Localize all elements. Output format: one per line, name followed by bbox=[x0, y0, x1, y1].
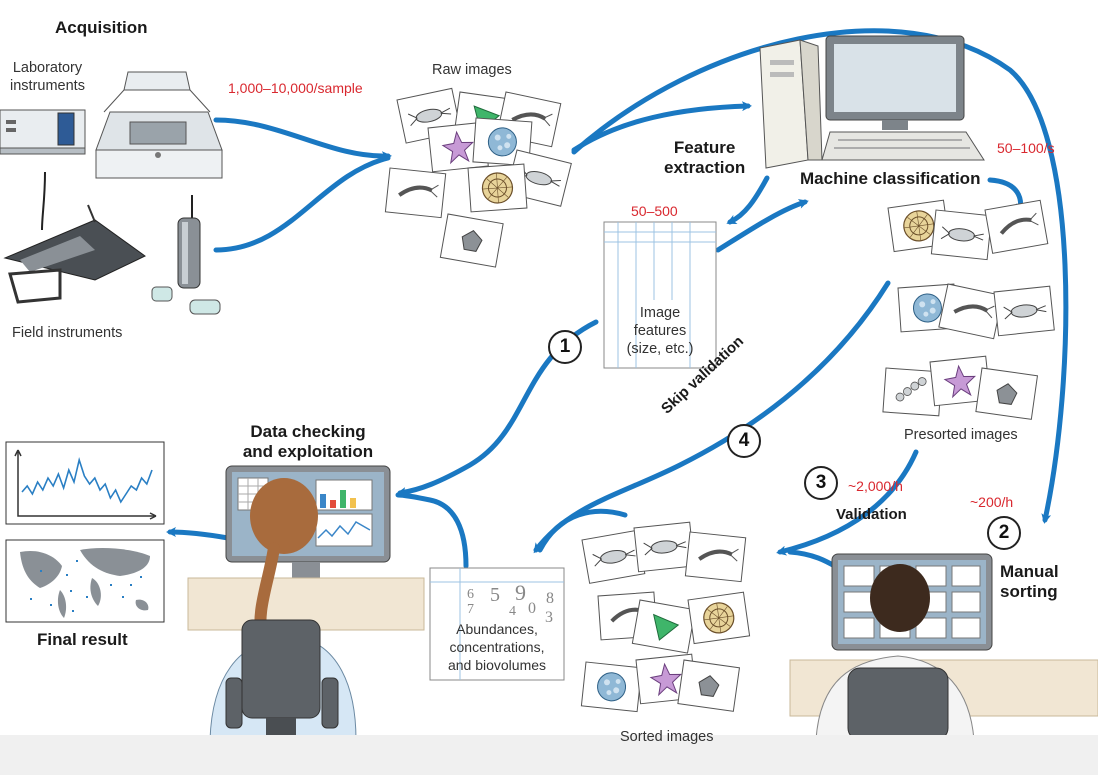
arrow-field-to-raw bbox=[213, 155, 391, 253]
validation-label: Validation bbox=[836, 506, 907, 523]
feature-extraction-label: Feature extraction bbox=[664, 138, 746, 177]
abundance-digit: 3 bbox=[545, 609, 553, 626]
abundance-digit: 6 bbox=[467, 587, 474, 602]
abundance-digit: 8 bbox=[546, 590, 554, 607]
raw-images-pile bbox=[384, 87, 572, 268]
world-map-icon bbox=[5, 539, 165, 623]
manual-sorting-label: Manual sorting bbox=[1000, 562, 1059, 601]
arrow-raw-to-top-loop bbox=[571, 28, 1069, 524]
lab-instruments-label: Laboratory instruments bbox=[10, 60, 85, 94]
rate-per-sample: 1,000–10,000/sample bbox=[228, 80, 363, 96]
abundance-digit: 5 bbox=[490, 584, 500, 606]
arrow-features-to-class bbox=[715, 199, 809, 253]
desk-left bbox=[187, 577, 425, 631]
abundances-label: Abundances, concentrations, and biovolum… bbox=[447, 621, 547, 673]
scientist-person-icon bbox=[209, 478, 357, 741]
computer-monitor-icon bbox=[825, 35, 965, 130]
abundance-digit: 0 bbox=[528, 600, 536, 617]
abundances-sheet bbox=[429, 567, 565, 681]
sorted-images-label: Sorted images bbox=[620, 729, 714, 745]
acquisition-title: Acquisition bbox=[55, 18, 148, 37]
field-instruments-label: Field instruments bbox=[12, 325, 123, 341]
field-profiler-instrument-icon bbox=[151, 195, 221, 315]
final-result-label: Final result bbox=[37, 630, 128, 649]
rate-classification: 50–100/s bbox=[997, 140, 1055, 156]
step-3-badge: 3 bbox=[804, 466, 838, 500]
image-features-label: Image features (size, etc.) bbox=[626, 305, 694, 357]
step-4-badge: 4 bbox=[727, 424, 761, 458]
raw-images-label: Raw images bbox=[432, 62, 512, 78]
rate-validation: ~2,000/h bbox=[848, 478, 903, 494]
line-chart-icon bbox=[5, 441, 165, 525]
image-features-sheet bbox=[603, 221, 717, 369]
abundance-digit: 9 bbox=[515, 580, 526, 605]
field-towed-instrument-icon bbox=[3, 171, 146, 304]
presorted-images-pile bbox=[882, 199, 1055, 420]
arrow-validation bbox=[776, 449, 919, 556]
arrow-sorted-to-abundances-line bbox=[537, 508, 628, 553]
machine-classification-label: Machine classification bbox=[800, 169, 981, 188]
abundance-digit: 4 bbox=[509, 604, 516, 619]
arrow-class-to-features bbox=[726, 175, 770, 225]
keyboard-icon bbox=[821, 131, 985, 161]
computer-tower-icon bbox=[759, 39, 823, 169]
arrow-abundances-to-checking bbox=[395, 492, 469, 569]
sorted-images-pile bbox=[580, 521, 751, 713]
data-checking-label: Data checking and exploitation bbox=[242, 422, 374, 461]
abundance-digit: 7 bbox=[467, 602, 474, 617]
features-count: 50–500 bbox=[631, 203, 678, 219]
rate-manual: ~200/h bbox=[970, 494, 1014, 510]
laboratory-instrument-icon bbox=[0, 109, 86, 155]
presorted-images-label: Presorted images bbox=[904, 427, 1018, 443]
arrow-lab-to-raw bbox=[213, 117, 392, 162]
arrow-checking-to-final bbox=[166, 527, 231, 541]
step-2-badge: 2 bbox=[987, 516, 1021, 550]
step-1-badge: 1 bbox=[548, 330, 582, 364]
scanner-icon bbox=[95, 71, 223, 179]
